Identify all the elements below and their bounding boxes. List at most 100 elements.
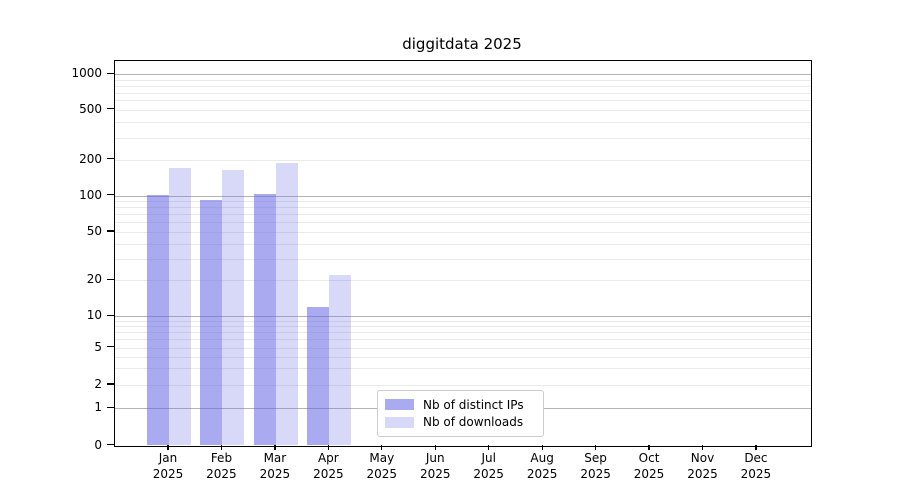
- x-tick-label: Aug 2025: [510, 451, 574, 482]
- gridline-minor: [115, 385, 811, 386]
- bar-downloads: [329, 275, 352, 446]
- x-axis-tick: [595, 444, 597, 450]
- x-tick-year: 2025: [313, 466, 344, 481]
- x-axis-tick: [755, 444, 757, 450]
- gridline-major: [115, 195, 811, 197]
- gridline-minor: [115, 280, 811, 282]
- y-axis-tick: [106, 443, 114, 446]
- x-tick-year: 2025: [687, 466, 718, 481]
- gridline-minor: [115, 214, 811, 216]
- bar-distinct-ips: [147, 195, 169, 446]
- y-tick-label: 5: [94, 339, 102, 354]
- y-tick-label: 200: [79, 151, 102, 166]
- gridline-minor: [115, 207, 811, 209]
- gridline-minor: [115, 79, 811, 81]
- gridline-minor: [115, 339, 811, 341]
- x-axis-tick: [541, 444, 543, 450]
- x-tick-label: Dec 2025: [724, 451, 788, 482]
- y-axis-tick: [106, 72, 114, 74]
- bar-distinct-ips: [200, 200, 223, 446]
- gridline-minor: [115, 121, 811, 123]
- gridline-minor: [115, 201, 811, 203]
- y-axis-tick: [106, 194, 114, 196]
- gridline-major: [115, 74, 811, 76]
- x-tick-label: Jan 2025: [136, 451, 200, 482]
- gridline-minor: [115, 258, 811, 260]
- y-axis-tick: [106, 108, 114, 110]
- x-tick-month: Mar: [263, 451, 287, 465]
- gridline-major: [115, 316, 811, 318]
- x-tick-month: Apr: [317, 451, 339, 465]
- y-tick-label: 1: [94, 400, 102, 415]
- gridline-minor: [115, 92, 811, 94]
- gridline-minor: [115, 222, 811, 224]
- y-tick-label: 20: [86, 272, 102, 287]
- x-tick-year: 2025: [152, 466, 184, 481]
- bar-downloads: [169, 167, 191, 446]
- x-tick-label: Jul 2025: [457, 451, 521, 482]
- x-tick-label: May 2025: [350, 451, 414, 482]
- x-tick-month: Jan: [158, 451, 178, 465]
- x-tick-year: 2025: [259, 466, 291, 481]
- y-tick-label: 10: [86, 308, 102, 323]
- legend-swatch: [385, 399, 414, 411]
- chart-title: diggitdata 2025: [402, 35, 522, 53]
- x-tick-month: Jul: [481, 451, 496, 465]
- x-tick-label: Oct 2025: [617, 451, 681, 482]
- plot-area: [114, 60, 812, 447]
- y-tick-label: 100: [79, 187, 102, 202]
- gridline-minor: [115, 368, 811, 370]
- x-tick-month: Jun: [425, 451, 445, 465]
- x-tick-year: 2025: [206, 466, 237, 481]
- x-axis-tick: [488, 444, 490, 450]
- x-axis-tick: [381, 444, 383, 450]
- y-tick-label: 0: [94, 437, 102, 452]
- gridline-minor: [115, 321, 811, 323]
- gridline-minor: [115, 356, 811, 358]
- y-tick-label: 2: [94, 377, 102, 391]
- x-axis-tick: [274, 444, 276, 450]
- y-axis-tick: [106, 406, 114, 408]
- y-axis-tick: [106, 230, 114, 232]
- x-axis-tick: [434, 444, 436, 450]
- x-tick-year: 2025: [633, 466, 665, 481]
- y-tick-label: 1000: [71, 66, 102, 81]
- x-tick-month: May: [369, 451, 395, 465]
- x-tick-year: 2025: [473, 466, 504, 481]
- x-tick-label: Feb 2025: [189, 451, 253, 482]
- x-tick-year: 2025: [526, 466, 558, 481]
- y-axis-tick: [106, 346, 114, 348]
- x-tick-label: Apr 2025: [296, 451, 360, 482]
- y-axis-tick: [106, 158, 114, 160]
- x-tick-month: Aug: [530, 451, 554, 465]
- gridline-minor: [115, 109, 811, 111]
- x-tick-month: Dec: [744, 451, 768, 465]
- gridline-minor: [115, 326, 811, 328]
- x-tick-month: Oct: [638, 451, 660, 465]
- gridline-minor: [115, 347, 811, 349]
- x-tick-year: 2025: [366, 466, 398, 481]
- y-tick-label: 500: [79, 101, 102, 116]
- legend-swatch: [385, 416, 414, 428]
- bar-distinct-ips: [307, 306, 330, 446]
- x-axis-tick: [648, 444, 650, 450]
- bar-downloads: [275, 162, 298, 446]
- x-tick-year: 2025: [419, 466, 451, 481]
- x-axis-tick: [327, 444, 330, 450]
- bar-distinct-ips: [253, 194, 276, 446]
- x-axis-tick: [220, 444, 223, 450]
- gridline-minor: [115, 85, 811, 87]
- x-tick-label: Mar 2025: [243, 451, 307, 482]
- gridline-minor: [115, 232, 811, 233]
- x-tick-month: Sep: [584, 451, 607, 465]
- x-axis-tick: [701, 444, 704, 450]
- gridline-minor: [115, 159, 811, 161]
- x-tick-label: Jun 2025: [403, 451, 467, 482]
- gridline-minor: [115, 243, 811, 245]
- y-axis-tick: [106, 383, 114, 385]
- x-tick-label: Sep 2025: [564, 451, 628, 482]
- legend-item: Nb of distinct IPs: [385, 398, 536, 412]
- x-tick-month: Feb: [210, 451, 233, 465]
- legend-label: Nb of distinct IPs: [423, 397, 524, 412]
